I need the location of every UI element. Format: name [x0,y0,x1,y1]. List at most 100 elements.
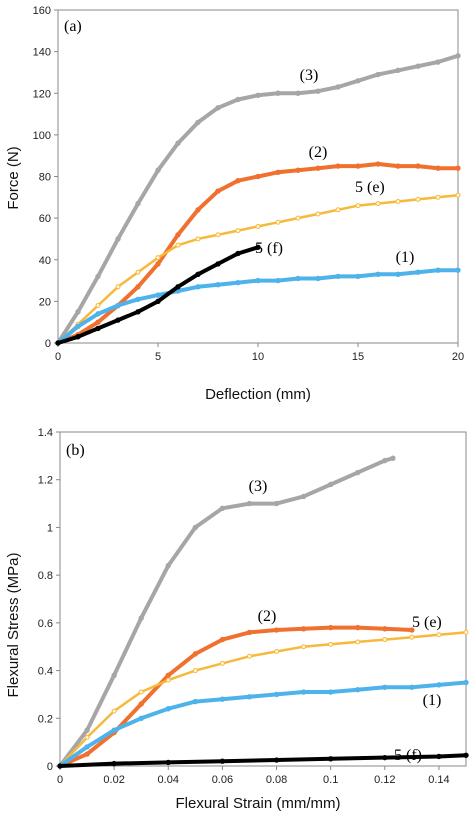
y-axis-title-b: Flexural Stress (MPa) [5,552,22,697]
data-point [395,198,401,204]
data-point [192,668,198,674]
data-point [315,275,321,282]
y-tick-label: 160 [33,5,51,17]
data-point [192,698,199,705]
data-point [215,188,221,194]
data-point [215,105,221,111]
data-point [327,756,334,762]
x-axis-title-b: Flexural Strain (mm/mm) [175,795,340,812]
data-point [55,340,61,346]
data-point [215,232,221,238]
data-point [219,660,225,666]
data-point [135,284,141,290]
data-point [255,244,261,250]
series-label: 5 (e) [355,179,385,196]
data-point [375,201,381,207]
data-point [436,632,442,638]
data-point [463,679,469,686]
x-tick-label: 15 [352,351,364,363]
data-point [409,627,415,633]
data-point [355,469,361,476]
x-tick-label: 0.1 [323,774,338,786]
panel-label-b: (b) [66,442,85,459]
data-point [115,284,121,290]
data-point [382,626,388,632]
data-point [155,292,161,298]
data-point [335,207,341,213]
panel-label-a: (a) [64,18,82,35]
series-label: (1) [423,692,442,709]
data-point [275,219,281,225]
data-point [390,455,396,461]
data-point [235,96,241,103]
data-point [219,758,226,764]
data-point [415,196,421,202]
data-point [395,67,401,74]
data-point [195,207,201,213]
data-point [138,701,144,707]
x-tick-label: 0 [57,774,63,786]
y-tick-label: 20 [39,296,51,308]
data-point [375,161,381,167]
y-tick-label: 1.2 [38,475,53,487]
y-tick-label: 0 [45,338,51,350]
data-point [135,296,141,302]
data-point [382,457,388,464]
data-point [382,637,388,643]
plot-frame [59,431,467,767]
data-point [246,629,253,636]
data-point [165,677,171,683]
data-point [219,505,226,512]
data-point [328,641,334,647]
data-point [111,727,117,733]
x-axis-title-a: Deflection (mm) [205,386,311,403]
series-line [58,680,468,768]
data-point [275,90,281,96]
data-point [327,689,334,695]
data-point [75,334,81,340]
data-point [300,493,307,500]
data-point [463,752,469,758]
data-point [195,271,201,278]
data-point [315,165,321,171]
data-point [409,684,415,690]
data-point [273,627,280,633]
chart-panel-b: Flexural Stress (MPa) Flexural Strain (m… [5,427,469,812]
data-point [327,624,334,631]
data-point [95,319,101,325]
y-tick-label: 0.6 [38,618,53,630]
data-point [115,236,121,242]
data-point [84,744,90,750]
data-point [255,173,261,180]
data-point [84,734,90,740]
data-point [255,223,261,229]
data-point [335,84,341,90]
data-point [246,694,253,700]
data-point [235,250,241,257]
data-point [175,284,181,290]
data-point [155,261,161,267]
data-point [135,200,141,207]
data-point [95,325,101,332]
data-point [165,759,171,766]
data-point [355,163,361,169]
data-point [355,78,361,84]
x-tick-label: 0.12 [374,774,395,786]
data-point [219,636,226,643]
data-point [215,282,221,288]
series-label: (2) [309,144,328,161]
data-point [273,691,280,698]
y-tick-label: 0.8 [38,570,53,582]
data-point [235,279,241,286]
y-tick-label: 60 [39,213,51,225]
data-point [409,634,415,640]
data-point [135,309,141,315]
data-point [84,751,90,757]
data-point [138,689,144,695]
data-point [273,500,280,507]
x-tick-label: 0.06 [212,774,233,786]
data-point [255,277,261,284]
data-point [300,626,307,632]
data-point [135,269,141,275]
